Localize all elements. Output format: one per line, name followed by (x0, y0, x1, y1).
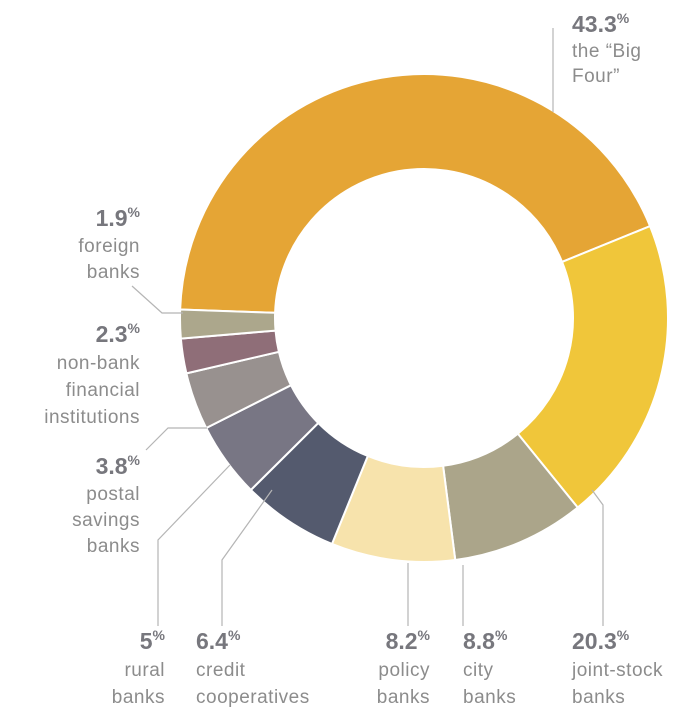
value-unit: % (228, 627, 241, 643)
value-unit: % (128, 452, 141, 468)
category-label: cooperatives (196, 687, 310, 708)
category-label: foreign (78, 236, 140, 257)
category-label: banks (377, 687, 430, 708)
value-number: 20.3 (572, 628, 617, 654)
value-label: 2.3% (96, 320, 141, 347)
leader-line (145, 427, 207, 451)
value-label: 20.3% (572, 627, 630, 654)
category-label: rural (124, 660, 165, 681)
category-label: joint-stock (571, 660, 663, 681)
category-label: institutions (44, 407, 140, 428)
donut-slice (516, 224, 669, 509)
value-label: 1.9% (96, 204, 141, 231)
value-label: 43.3% (572, 10, 630, 37)
value-label: 8.2% (386, 627, 431, 654)
category-label: the “Big (572, 41, 641, 62)
donut-slice (179, 308, 277, 340)
value-number: 43.3 (572, 11, 617, 37)
leader-line (157, 464, 231, 626)
leader-line (131, 285, 183, 314)
category-label: banks (112, 687, 165, 708)
category-label: city (463, 660, 494, 681)
value-number: 5 (140, 628, 153, 654)
category-label: non-bank (57, 353, 140, 374)
value-unit: % (128, 204, 141, 220)
category-label: policy (378, 660, 430, 681)
value-unit: % (617, 10, 630, 26)
value-number: 2.3 (96, 321, 128, 347)
category-label: banks (87, 262, 140, 283)
value-unit: % (617, 627, 630, 643)
value-unit: % (128, 320, 141, 336)
value-unit: % (153, 627, 166, 643)
leader-line (591, 489, 604, 626)
donut-slice (179, 73, 652, 314)
value-unit: % (495, 627, 508, 643)
category-label: Four” (572, 66, 620, 87)
category-label: financial (66, 380, 140, 401)
category-label: banks (87, 536, 140, 557)
category-label: credit (196, 660, 246, 681)
value-label: 3.8% (96, 452, 141, 479)
category-label: banks (572, 687, 625, 708)
value-unit: % (418, 627, 431, 643)
value-number: 3.8 (96, 453, 128, 479)
category-label: savings (72, 510, 140, 531)
category-label: banks (463, 687, 516, 708)
value-label: 8.8% (463, 627, 508, 654)
category-label: postal (86, 484, 140, 505)
leader-line (221, 489, 273, 626)
value-number: 6.4 (196, 628, 228, 654)
value-number: 8.8 (463, 628, 495, 654)
value-number: 1.9 (96, 205, 128, 231)
value-label: 5% (140, 627, 166, 654)
value-number: 8.2 (386, 628, 418, 654)
value-label: 6.4% (196, 627, 241, 654)
